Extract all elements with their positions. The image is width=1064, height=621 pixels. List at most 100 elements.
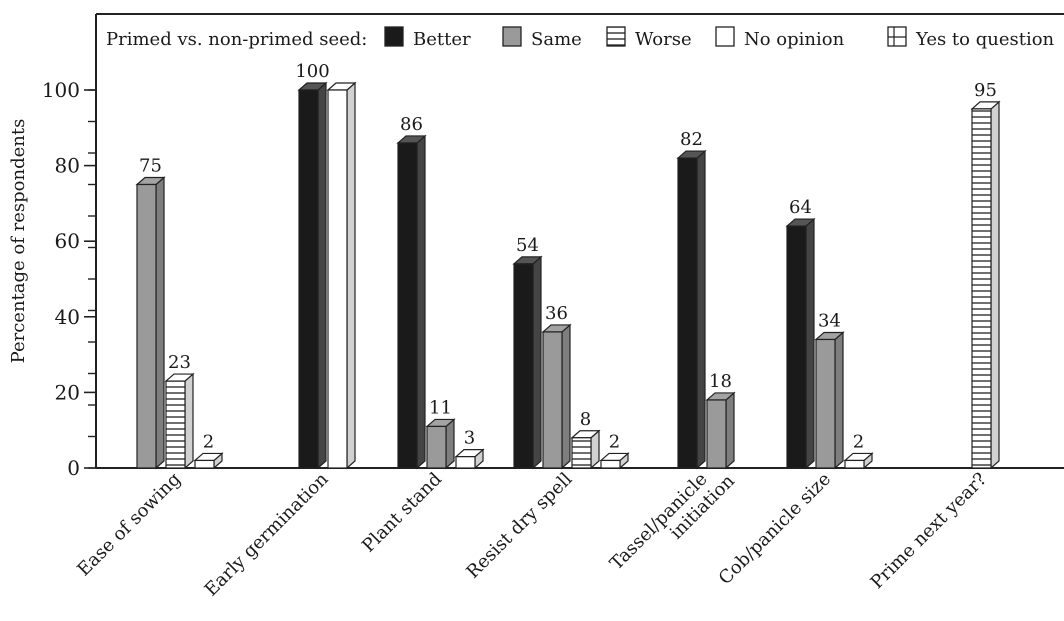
bar-value-label: 2 <box>609 431 620 452</box>
y-tick-label: 20 <box>55 380 80 404</box>
x-tick-label: Early germination <box>201 468 333 600</box>
legend-label: Yes to question <box>915 29 1055 50</box>
bar-tassel-panicle-initiation-better <box>676 149 707 470</box>
legend-label: Same <box>531 29 582 50</box>
bar-front <box>815 338 836 469</box>
bar-front <box>571 437 592 469</box>
bar-side <box>805 217 815 470</box>
legend-item-worse: Worse <box>606 26 692 50</box>
bar-plant-stand-same <box>425 418 456 470</box>
bar-value-label: 2 <box>203 431 214 452</box>
bar-early-germination-better <box>297 81 328 470</box>
bar-value-label: 75 <box>139 156 162 177</box>
legend-swatch <box>715 26 735 47</box>
bar-ease-of-sowing-no-opinion <box>193 452 224 470</box>
bar-resist-dry-spell-no-opinion <box>599 452 630 470</box>
bar-resist-dry-spell-better <box>512 255 543 470</box>
bar-side <box>184 372 194 470</box>
legend-swatch <box>384 26 404 47</box>
bar-prime-next-year-yes-to-question <box>970 100 1001 470</box>
bar-value-label: 11 <box>429 397 452 418</box>
legend-swatch <box>606 26 626 47</box>
y-tick-label: 40 <box>55 305 80 329</box>
bar-side <box>155 176 165 470</box>
bar-side <box>561 323 571 470</box>
bar-front <box>542 331 563 469</box>
bar-plant-stand-better <box>396 134 427 470</box>
bar-side <box>346 81 356 470</box>
bar-tassel-panicle-initiation-same <box>705 391 736 470</box>
legend-swatch <box>502 26 522 47</box>
legend-label: Better <box>413 29 471 50</box>
legend-label: Worse <box>635 29 692 50</box>
bar-side <box>317 81 327 470</box>
x-tick-label: Prime next year? <box>867 469 992 594</box>
bar-front <box>455 456 476 469</box>
bar-front <box>706 399 727 469</box>
bar-value-label: 95 <box>974 80 997 101</box>
bar-ease-of-sowing-worse <box>164 372 195 470</box>
bar-front <box>786 225 807 469</box>
bar-value-label: 18 <box>709 371 732 392</box>
bar-cob-panicle-size-no-opinion <box>843 452 874 470</box>
bar-front <box>677 157 698 469</box>
bar-cob-panicle-size-better <box>785 217 816 470</box>
bar-front <box>298 89 319 469</box>
bar-value-label: 36 <box>545 303 568 324</box>
bar-value-label: 3 <box>464 428 475 449</box>
bar-value-label: 54 <box>516 235 539 256</box>
bar-front <box>165 380 186 469</box>
bar-front <box>971 108 992 469</box>
legend-item-better: Better <box>384 26 471 50</box>
bar-front <box>194 459 215 469</box>
bar-front <box>397 142 418 469</box>
bar-front <box>844 459 865 469</box>
bar-side <box>445 418 455 470</box>
x-tick-label: Resist dry spell <box>462 469 576 583</box>
plot-frame <box>95 13 1064 469</box>
category-labels: Ease of sowing Early germination Plant sta… <box>73 468 992 600</box>
bar-side <box>532 255 542 470</box>
y-tick-label: 100 <box>42 78 80 102</box>
y-tick-label: 60 <box>55 229 80 253</box>
bar-value-label: 34 <box>818 310 841 331</box>
bar-cob-panicle-size-same <box>814 331 845 470</box>
bars <box>135 81 1001 470</box>
x-tick-label: Plant stand <box>358 469 446 557</box>
bar-front <box>513 263 534 469</box>
bar-side <box>834 331 844 470</box>
bar-early-germination-no-opinion <box>326 81 357 470</box>
legend-item-same: Same <box>502 26 582 50</box>
y-axis-label: Percentage of respondents <box>8 119 29 364</box>
legend-title: Primed vs. non-primed seed: <box>106 29 367 50</box>
y-axis: 0 20 40 60 80 100 <box>42 78 96 480</box>
bar-ease-of-sowing-same <box>135 176 166 470</box>
bar-side <box>696 149 706 470</box>
bar-value-label: 86 <box>400 114 423 135</box>
legend-label: No opinion <box>744 29 845 50</box>
bar-plant-stand-no-opinion <box>454 448 485 470</box>
legend: Primed vs. non-primed seed: Better Same Wo… <box>106 26 1055 50</box>
bar-side <box>725 391 735 470</box>
bar-value-label: 64 <box>789 197 812 218</box>
bar-front <box>426 425 447 469</box>
bar-value-label: 8 <box>580 409 591 430</box>
bar-resist-dry-spell-worse <box>570 429 601 470</box>
bar-resist-dry-spell-same <box>541 323 572 470</box>
bar-value-label: 82 <box>680 129 703 150</box>
bar-value-label: 23 <box>168 352 191 373</box>
bar-front <box>600 459 621 469</box>
y-tick-label: 0 <box>67 456 80 480</box>
bar-value-label: 100 <box>295 61 329 82</box>
x-tick-label: Ease of sowing <box>73 469 185 581</box>
bar-side <box>416 134 426 470</box>
legend-item-yes-to-question: Yes to question <box>887 26 1055 50</box>
y-tick-label: 80 <box>55 154 80 178</box>
bar-side <box>990 100 1000 470</box>
bar-front <box>136 183 157 469</box>
legend-item-no-opinion: No opinion <box>715 26 845 50</box>
bar-value-label: 2 <box>853 431 864 452</box>
bar-front <box>327 89 348 469</box>
